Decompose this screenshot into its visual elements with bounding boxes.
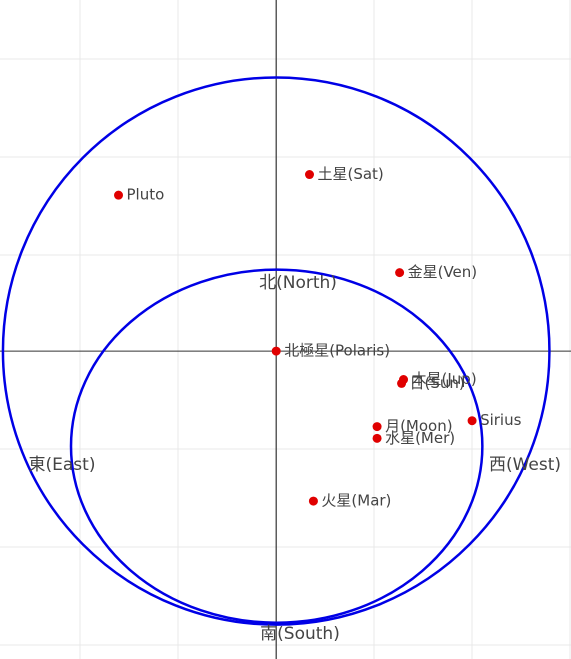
point	[372, 422, 382, 432]
point	[308, 496, 318, 506]
point-label: Sirius	[480, 411, 522, 429]
orbit-circle	[1, 76, 551, 626]
point	[467, 416, 477, 426]
direction-label: 南(South)	[260, 624, 340, 644]
point-label: Pluto	[127, 186, 165, 204]
point-label: 木星(Jup)	[412, 370, 477, 388]
point	[395, 268, 405, 278]
point-label: 月(Moon)	[385, 417, 453, 435]
direction-label: 北(North)	[259, 273, 337, 293]
point-label: 火星(Mar)	[321, 492, 391, 510]
direction-label: 東(East)	[29, 455, 96, 475]
point-label: 土星(Sat)	[317, 165, 383, 183]
point	[114, 190, 124, 200]
point	[372, 433, 382, 443]
point-label: 北極星(Polaris)	[284, 342, 390, 360]
point	[271, 346, 281, 356]
point-label: 水星(Mer)	[385, 429, 455, 447]
point-label: 金星(Ven)	[408, 263, 478, 281]
point	[397, 378, 407, 388]
point	[304, 170, 314, 180]
point-label: 日(Sun)	[410, 374, 465, 392]
orbit-circle	[69, 268, 484, 624]
direction-label: 西(West)	[489, 455, 561, 475]
